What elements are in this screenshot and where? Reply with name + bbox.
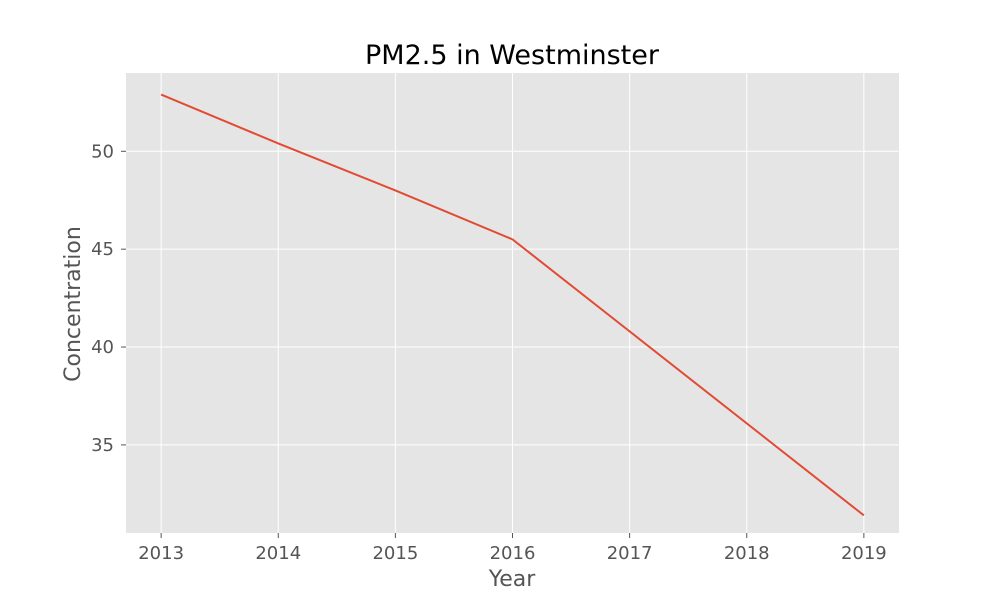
x-tick-label: 2016 — [490, 543, 536, 564]
x-axis-label: Year — [488, 567, 537, 592]
y-axis-label: Concentration — [61, 226, 86, 382]
x-tick-label: 2014 — [255, 543, 301, 564]
y-tick-label: 35 — [91, 435, 114, 456]
chart-title: PM2.5 in Westminster — [365, 40, 660, 71]
axis-ticks — [121, 150, 865, 538]
x-tick-label: 2019 — [841, 543, 887, 564]
grid-lines — [126, 73, 899, 533]
y-tick-label: 45 — [91, 239, 114, 260]
x-tick-label: 2018 — [724, 543, 770, 564]
x-tick-label: 2017 — [607, 543, 653, 564]
tick-labels: 2013 2014 2015 2016 2017 2018 2019 35 40 45 50 — [91, 141, 887, 564]
x-tick-label: 2013 — [138, 543, 184, 564]
series-layer — [160, 93, 865, 517]
y-tick-label: 40 — [91, 337, 114, 358]
y-tick-label: 50 — [91, 141, 114, 162]
series-line — [160, 93, 865, 517]
x-tick-label: 2015 — [372, 543, 418, 564]
